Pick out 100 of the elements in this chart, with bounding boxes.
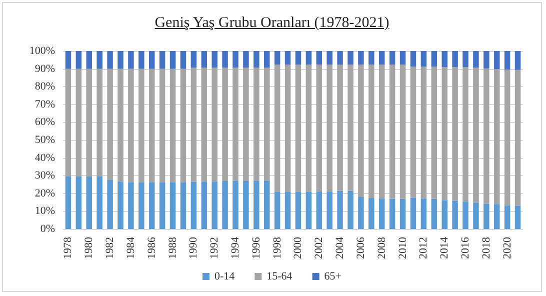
bar bbox=[212, 51, 218, 68]
legend-label: 15-64 bbox=[266, 270, 293, 282]
bar bbox=[170, 51, 176, 69]
bar bbox=[420, 66, 427, 198]
x-tick-label: 1986 bbox=[146, 236, 158, 259]
bar bbox=[378, 198, 385, 229]
bar bbox=[358, 51, 364, 65]
bar bbox=[159, 68, 166, 182]
bar bbox=[295, 192, 302, 229]
bar bbox=[484, 51, 490, 68]
bar bbox=[128, 51, 134, 69]
bar bbox=[306, 64, 312, 192]
bar bbox=[504, 70, 510, 206]
bar bbox=[96, 68, 102, 176]
bar bbox=[326, 191, 332, 229]
bar bbox=[264, 180, 270, 229]
bar bbox=[326, 51, 332, 65]
x-tick-label: 1978 bbox=[62, 236, 74, 259]
bar bbox=[159, 182, 166, 229]
x-tick-label: 2008 bbox=[376, 236, 388, 259]
bar bbox=[410, 66, 416, 198]
bar bbox=[243, 51, 249, 68]
x-tick-label: 2016 bbox=[460, 236, 472, 259]
bar bbox=[148, 182, 155, 229]
bar bbox=[504, 205, 510, 229]
bar bbox=[190, 51, 197, 68]
bar bbox=[442, 67, 448, 200]
x-tick-label: 1984 bbox=[124, 236, 137, 259]
bar bbox=[348, 51, 354, 65]
bar bbox=[212, 68, 218, 182]
bar bbox=[96, 51, 102, 69]
bar bbox=[295, 51, 302, 65]
bar bbox=[180, 182, 186, 229]
bar bbox=[316, 64, 322, 192]
y-tick-label: 80% bbox=[34, 80, 55, 93]
bar bbox=[431, 66, 438, 199]
bar bbox=[284, 64, 291, 192]
bar bbox=[378, 51, 385, 65]
bar bbox=[76, 68, 82, 176]
y-tick-label: 40% bbox=[34, 152, 55, 164]
bar bbox=[368, 64, 374, 198]
x-tick-label: 1988 bbox=[166, 236, 179, 259]
bar bbox=[86, 176, 92, 229]
bar bbox=[76, 176, 82, 229]
bar bbox=[107, 180, 113, 229]
bar bbox=[159, 51, 166, 69]
bar bbox=[170, 182, 176, 229]
x-tick-label: 2018 bbox=[480, 236, 492, 259]
bar bbox=[190, 182, 197, 229]
bar bbox=[389, 51, 396, 65]
bar bbox=[473, 202, 479, 229]
bar bbox=[358, 64, 364, 197]
bar bbox=[86, 51, 92, 69]
bar bbox=[337, 64, 343, 191]
bar bbox=[494, 51, 500, 70]
y-tick-label: 0% bbox=[40, 223, 55, 235]
bar bbox=[514, 206, 521, 229]
bar bbox=[222, 68, 228, 181]
bar bbox=[420, 198, 427, 229]
bar bbox=[452, 200, 458, 229]
bar bbox=[274, 51, 280, 65]
bar bbox=[201, 181, 208, 229]
bar bbox=[243, 180, 249, 229]
y-tick-label: 100% bbox=[29, 45, 55, 57]
x-tick-label: 1982 bbox=[104, 237, 116, 259]
bar bbox=[201, 68, 208, 182]
bar bbox=[180, 68, 186, 182]
bar bbox=[368, 51, 374, 65]
bar bbox=[254, 68, 260, 181]
y-tick-label: 70% bbox=[34, 98, 55, 110]
bar bbox=[473, 51, 479, 68]
bar bbox=[284, 51, 291, 65]
bar bbox=[118, 181, 124, 229]
chart-title: Geniş Yaş Grubu Oranları (1978-2021) bbox=[154, 15, 390, 31]
bar bbox=[264, 51, 270, 68]
bar bbox=[348, 64, 354, 191]
bar bbox=[378, 64, 385, 198]
x-tick-label: 2002 bbox=[313, 237, 326, 259]
y-tick-label: 10% bbox=[34, 205, 55, 218]
bar bbox=[138, 68, 144, 182]
bar bbox=[306, 192, 312, 229]
x-tick-label: 2000 bbox=[292, 236, 304, 259]
bar bbox=[484, 68, 490, 204]
bar bbox=[232, 180, 238, 229]
x-tick-label: 2006 bbox=[354, 236, 367, 259]
bar bbox=[212, 181, 218, 229]
bar bbox=[400, 198, 406, 229]
bar bbox=[337, 190, 343, 229]
x-tick-label: 1980 bbox=[83, 236, 96, 259]
bar bbox=[107, 68, 113, 180]
bar bbox=[410, 198, 416, 229]
y-tick-label: 60% bbox=[34, 116, 55, 128]
bar bbox=[243, 68, 249, 181]
bar bbox=[96, 176, 102, 229]
bar bbox=[368, 198, 374, 229]
bar bbox=[118, 68, 124, 182]
bar bbox=[222, 180, 228, 229]
bar bbox=[400, 64, 406, 199]
bar bbox=[86, 68, 92, 176]
bar bbox=[128, 182, 134, 229]
